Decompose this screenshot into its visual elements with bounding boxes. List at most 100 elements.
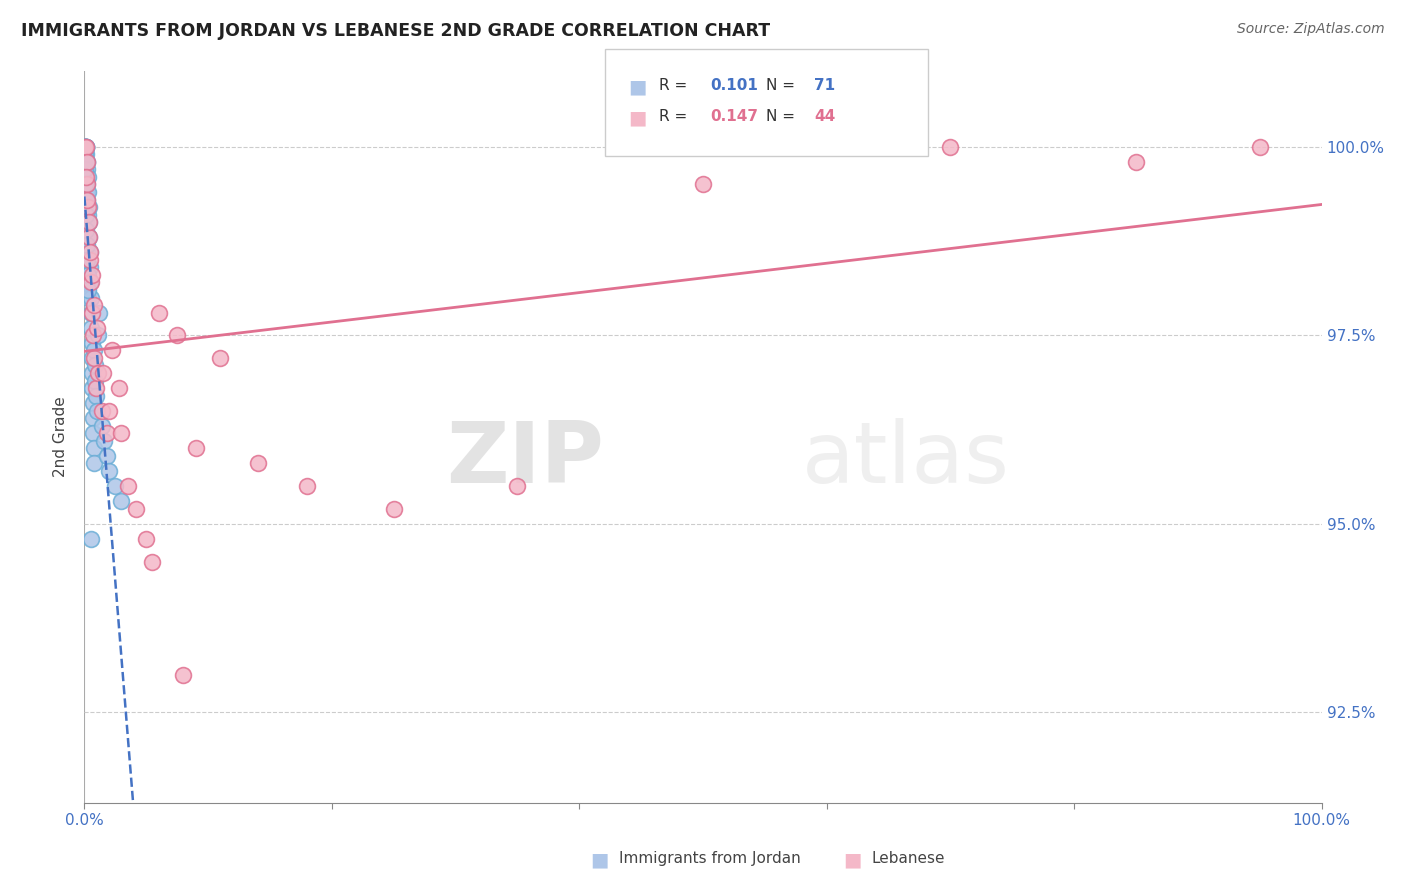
Point (77, 185, 100, 199)
Point (83, 298, 105, 312)
Y-axis label: 2nd Grade: 2nd Grade (53, 397, 69, 477)
Text: ZIP: ZIP (446, 417, 605, 500)
Point (75, 178, 97, 192)
Text: ■: ■ (591, 851, 609, 870)
Point (76, 208, 98, 222)
Text: Lebanese: Lebanese (872, 851, 945, 866)
Point (91, 366, 114, 380)
Point (100, 343, 122, 358)
Point (172, 667, 194, 681)
Point (75, 140, 97, 154)
Point (98, 464, 121, 478)
Point (75, 215, 97, 229)
Point (76, 178, 98, 192)
Point (75, 169, 97, 184)
Point (246, 457, 269, 471)
Point (73, 140, 96, 154)
Point (76, 193, 98, 207)
Point (83, 343, 105, 358)
Point (76, 252, 98, 267)
Point (76, 154, 98, 169)
Point (80, 306, 103, 320)
Text: ■: ■ (628, 78, 647, 96)
Point (82, 328, 104, 343)
Point (75, 147, 97, 161)
Point (96, 426, 118, 441)
Point (117, 479, 139, 493)
Point (86, 320, 108, 334)
Point (82, 381, 104, 395)
Point (84, 374, 107, 388)
Point (75, 140, 97, 154)
Point (76, 230, 98, 244)
Point (75, 140, 97, 154)
Point (76, 276, 98, 290)
Point (83, 351, 105, 365)
Text: 44: 44 (814, 109, 835, 124)
Point (1249, 140, 1271, 154)
Text: Immigrants from Jordan: Immigrants from Jordan (619, 851, 800, 866)
Point (104, 479, 127, 493)
Point (75, 140, 97, 154)
Point (75, 140, 97, 154)
Point (79, 276, 101, 290)
Point (73, 147, 96, 161)
Point (80, 268, 103, 282)
Point (82, 411, 104, 425)
Point (82, 426, 104, 441)
Point (76, 200, 98, 214)
Point (75, 162, 97, 177)
Point (80, 366, 103, 380)
Point (75, 185, 97, 199)
Point (84, 381, 107, 395)
Point (125, 501, 148, 516)
Point (76, 162, 98, 177)
Point (75, 140, 97, 154)
Point (80, 335, 103, 350)
Point (96, 449, 118, 463)
Point (295, 479, 318, 493)
Point (382, 501, 405, 516)
Point (84, 389, 107, 403)
Point (73, 140, 96, 154)
Text: Source: ZipAtlas.com: Source: ZipAtlas.com (1237, 22, 1385, 37)
Point (75, 140, 97, 154)
Point (98, 403, 121, 417)
Point (148, 306, 170, 320)
Point (77, 283, 100, 297)
Point (209, 351, 232, 365)
Point (184, 442, 207, 456)
Text: R =: R = (659, 109, 693, 124)
Point (76, 245, 98, 260)
Point (76, 268, 98, 282)
Point (75, 140, 97, 154)
Point (110, 426, 132, 441)
Point (939, 140, 962, 154)
Point (77, 169, 100, 184)
Point (80, 320, 103, 334)
Point (166, 328, 188, 343)
Point (135, 532, 157, 546)
Point (75, 208, 97, 222)
Point (141, 554, 163, 568)
Point (87, 366, 110, 380)
Point (76, 260, 98, 275)
Point (75, 193, 97, 207)
Point (75, 140, 97, 154)
Point (90, 418, 112, 433)
Point (79, 245, 101, 260)
Point (80, 532, 103, 546)
Point (73, 154, 96, 169)
Point (79, 252, 101, 267)
Point (76, 237, 98, 252)
Point (1125, 154, 1147, 169)
Text: R =: R = (659, 78, 693, 93)
Text: ■: ■ (628, 109, 647, 128)
Point (75, 223, 97, 237)
Text: IMMIGRANTS FROM JORDAN VS LEBANESE 2ND GRADE CORRELATION CHART: IMMIGRANTS FROM JORDAN VS LEBANESE 2ND G… (21, 22, 770, 40)
Point (89, 306, 111, 320)
Point (76, 291, 98, 305)
Text: ■: ■ (844, 851, 862, 870)
Text: N =: N = (766, 109, 800, 124)
Point (77, 215, 100, 229)
